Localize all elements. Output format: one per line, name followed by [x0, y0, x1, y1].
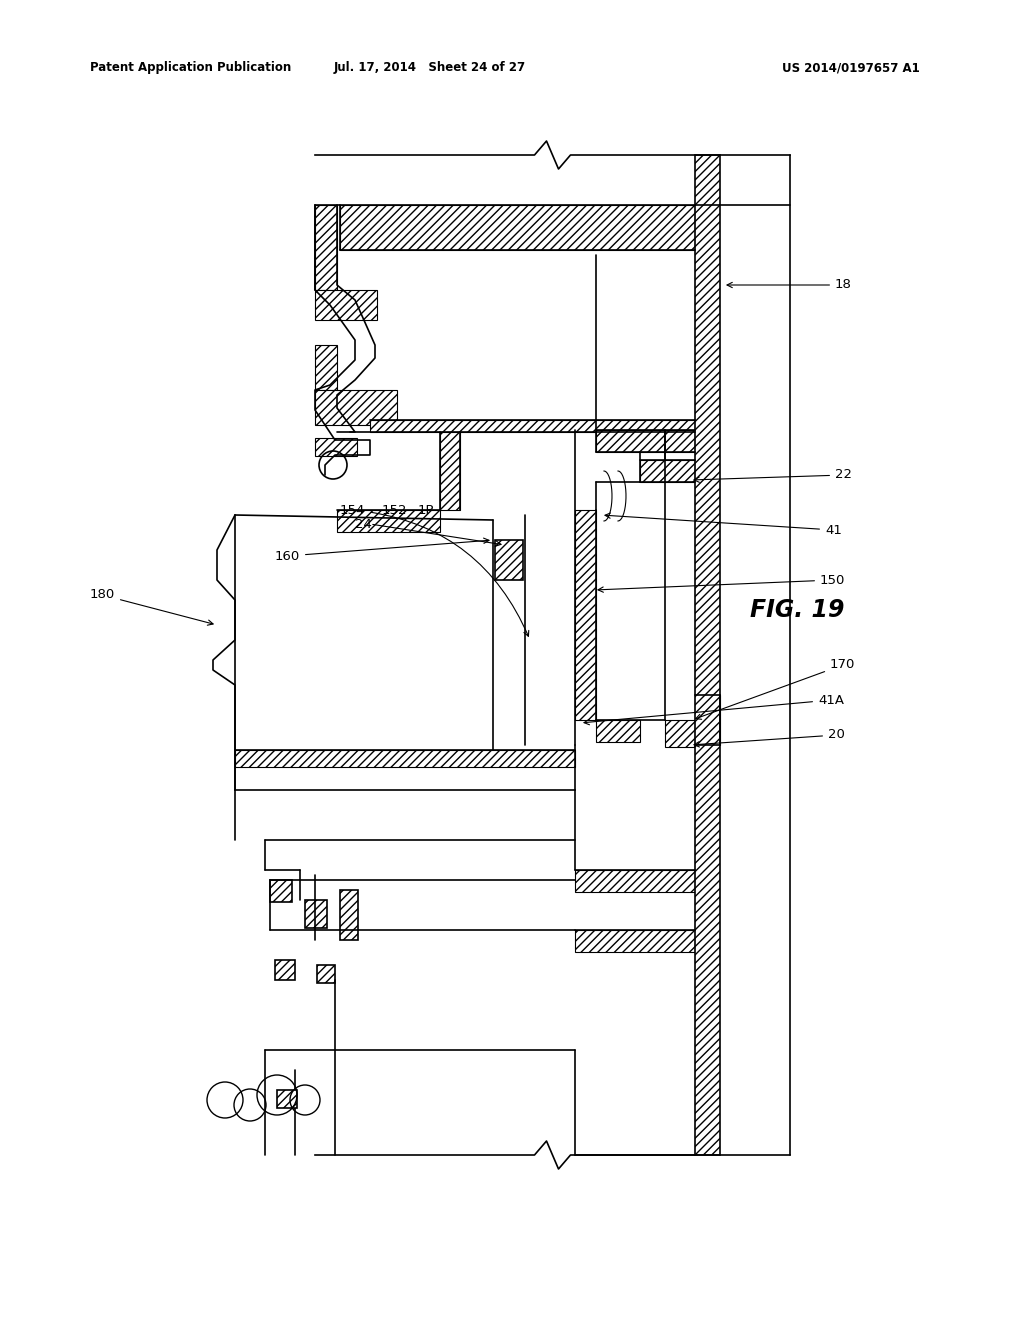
Bar: [440, 432, 460, 510]
Bar: [370, 420, 695, 432]
Text: 22: 22: [694, 469, 852, 482]
Bar: [270, 880, 292, 902]
Text: 18: 18: [727, 279, 852, 292]
Bar: [695, 696, 720, 744]
Bar: [234, 750, 575, 767]
Bar: [575, 510, 596, 719]
Bar: [695, 154, 720, 1155]
Bar: [596, 719, 640, 742]
Bar: [275, 960, 295, 979]
Text: 41A: 41A: [584, 693, 844, 725]
Text: 152: 152: [382, 503, 408, 516]
Bar: [665, 719, 695, 747]
Text: Patent Application Publication: Patent Application Publication: [90, 62, 291, 74]
Bar: [315, 438, 357, 455]
Bar: [315, 345, 337, 389]
Text: 150: 150: [598, 573, 846, 593]
Bar: [315, 290, 377, 319]
Bar: [340, 205, 695, 249]
Bar: [575, 931, 695, 952]
Text: Jul. 17, 2014   Sheet 24 of 27: Jul. 17, 2014 Sheet 24 of 27: [334, 62, 526, 74]
Text: 24: 24: [355, 517, 372, 531]
Text: FIG. 19: FIG. 19: [750, 598, 845, 622]
Bar: [305, 900, 327, 928]
Bar: [337, 510, 440, 532]
Bar: [640, 459, 695, 482]
Text: 154: 154: [340, 503, 528, 636]
Bar: [495, 540, 523, 579]
Bar: [317, 965, 335, 983]
Bar: [315, 205, 337, 290]
Text: 1P: 1P: [418, 503, 434, 516]
Text: 180: 180: [90, 589, 213, 626]
Text: 41: 41: [605, 513, 842, 536]
Text: US 2014/0197657 A1: US 2014/0197657 A1: [782, 62, 920, 74]
Text: 170: 170: [695, 659, 855, 719]
Bar: [596, 430, 695, 451]
Text: 160: 160: [274, 539, 489, 562]
Bar: [575, 870, 695, 892]
Bar: [340, 890, 358, 940]
Text: 20: 20: [694, 729, 845, 747]
Bar: [315, 389, 397, 425]
Bar: [278, 1090, 297, 1107]
